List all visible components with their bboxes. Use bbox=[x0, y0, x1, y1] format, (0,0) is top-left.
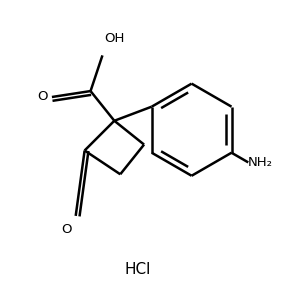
Text: OH: OH bbox=[104, 32, 124, 45]
Text: O: O bbox=[61, 223, 72, 236]
Text: O: O bbox=[37, 91, 47, 104]
Text: NH₂: NH₂ bbox=[248, 156, 273, 169]
Text: HCl: HCl bbox=[125, 262, 151, 277]
